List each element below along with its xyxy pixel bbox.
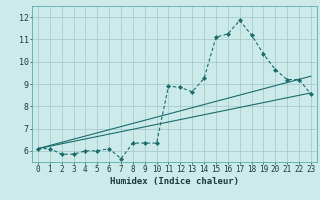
X-axis label: Humidex (Indice chaleur): Humidex (Indice chaleur) — [110, 177, 239, 186]
